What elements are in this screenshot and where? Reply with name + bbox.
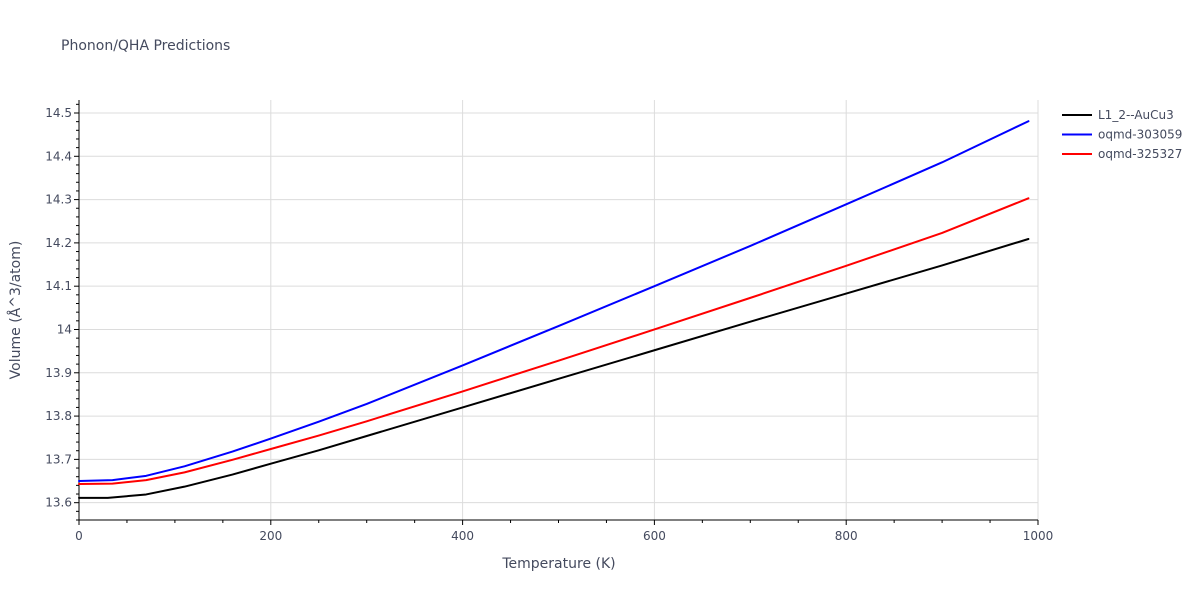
x-tick-label: 1000 [1023,529,1054,543]
series-line-oqmd-325327 [78,197,1030,486]
x-axis-title: Temperature (K) [501,556,615,572]
y-tick-label: 14.2 [45,236,72,250]
y-tick-label: 14.3 [45,193,72,207]
y-tick-label: 14.4 [45,149,72,163]
y-tick-label: 14.1 [45,279,72,293]
x-tick-label: 400 [451,529,474,543]
x-tick-label: 0 [75,529,83,543]
y-axis-title: Volume (Å^3/atom) [7,241,24,380]
y-tick-label: 14.5 [45,106,72,120]
y-tick-label: 14 [57,322,72,336]
x-tick-label: 200 [259,529,282,543]
legend-label-l1-2-aucu3[interactable]: L1_2--AuCu3 [1098,108,1174,122]
axes: 0 200 400 600 800 1000 13.6 13.7 13.8 13.9 14 14.1 1… [45,100,1053,543]
y-tick-label: 13.6 [45,496,72,510]
series-line-oqmd-303059 [78,120,1030,483]
y-tick-label: 13.9 [45,366,72,380]
chart-title: Phonon/QHA Predictions [61,38,230,54]
series-line-l1-2-aucu3 [78,237,1030,499]
legend-label-oqmd-325327[interactable]: oqmd-325327 [1098,147,1182,161]
y-tick-label: 13.7 [45,452,72,466]
series-lines [78,120,1030,499]
grid [79,100,1039,520]
x-tick-label: 600 [643,529,666,543]
x-tick-label: 800 [835,529,858,543]
y-tick-label: 13.8 [45,409,72,423]
legend-label-oqmd-303059[interactable]: oqmd-303059 [1098,128,1182,142]
legend: L1_2--AuCu3 oqmd-303059 oqmd-325327 [1062,108,1182,161]
